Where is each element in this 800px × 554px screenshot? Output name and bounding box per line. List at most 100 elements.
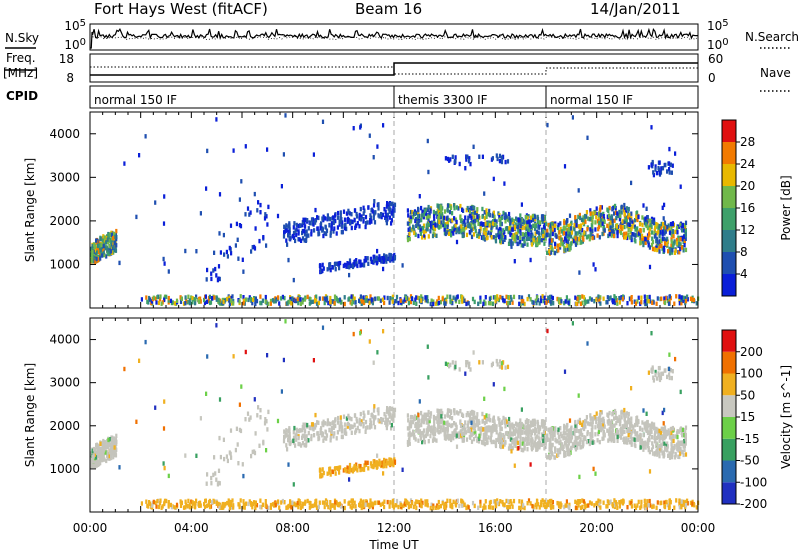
echo-cell [449,498,452,504]
echo-cell [475,415,479,421]
echo-cell [370,413,373,418]
echo-cell [530,215,533,220]
echo-cell [432,225,435,230]
echo-cell [499,443,502,448]
echo-cell [576,231,579,236]
y-tick-label: 4000 [49,127,80,141]
echo-cell [238,503,241,508]
echo-cell [343,430,347,436]
echo-cell [557,501,560,506]
echo-cell [486,221,489,226]
echo-cell [680,499,683,504]
echo-cell [450,437,453,443]
echo-cell [476,438,479,443]
echo-cell [476,419,479,425]
echo-cell [587,503,590,508]
echo-cell [437,499,440,505]
echo-cell [524,436,528,441]
echo-cell [290,301,293,306]
echo-cell [428,214,431,219]
echo-cell [363,467,366,472]
echo-cell [391,498,394,504]
echo-cell [167,269,170,274]
echo-cell [490,228,493,233]
echo-cell [409,299,412,305]
echo-cell [485,214,488,219]
echo-cell [692,297,695,303]
echo-cell [622,294,625,299]
echo-cell [167,298,170,303]
echo-cell [582,499,586,504]
echo-cell [383,295,386,300]
echo-cell [521,232,525,237]
echo-cell [355,261,358,266]
echo-cell [517,224,520,230]
echo-cell [509,220,512,225]
echo-cell [432,503,435,508]
echo-cell [326,267,329,272]
echo-cell [102,234,105,239]
echo-cell [544,441,547,446]
echo-cell [344,427,347,432]
echo-cell [285,505,288,510]
echo-cell [529,257,532,263]
echo-cell [547,499,550,505]
echo-cell [323,435,326,441]
echo-cell [486,426,489,431]
echo-cell [185,502,188,508]
echo-cell [386,499,389,505]
echo-cell [329,295,332,301]
echo-cell [343,226,347,231]
echo-cell [471,500,475,506]
echo-cell [658,223,661,229]
echo-cell [283,224,286,229]
echo-cell [114,453,118,458]
echo-cell [483,237,487,242]
echo-cell [333,504,336,510]
echo-cell [447,436,450,441]
echo-cell [92,446,96,452]
echo-cell [301,223,304,228]
echo-cell [589,227,592,232]
echo-cell [511,227,514,232]
echo-cell [495,225,498,230]
echo-cell [543,446,546,451]
echo-cell [657,226,660,231]
echo-cell [395,498,399,504]
echo-cell [310,436,313,442]
echo-cell [208,498,211,504]
echo-cell [519,436,522,441]
echo-cell [599,223,603,228]
echo-cell [165,294,168,300]
echo-cell [380,419,383,425]
echo-cell [321,467,324,472]
echo-cell [636,210,639,215]
echo-cell [576,236,579,242]
echo-cell [358,417,361,423]
echo-cell [642,242,645,248]
echo-cell [417,214,420,219]
echo-cell [627,232,630,238]
echo-cell [359,422,363,427]
echo-cell [442,424,445,430]
echo-cell [620,426,623,431]
echo-cell [97,249,100,254]
echo-cell [454,223,457,228]
echo-cell [487,435,490,440]
echo-cell [329,233,332,238]
echo-cell [422,215,425,220]
echo-cell [481,235,485,240]
echo-cell [520,422,523,428]
echo-cell [554,449,557,454]
echo-cell [352,126,355,131]
echo-cell [599,301,602,306]
echo-cell [589,235,592,240]
echo-cell [676,241,679,246]
echo-cell [448,414,452,420]
echo-cell [546,228,549,233]
echo-cell [508,421,511,426]
echo-cell [581,498,584,503]
echo-cell [338,424,341,429]
echo-cell [413,435,416,440]
echo-cell [550,242,553,247]
